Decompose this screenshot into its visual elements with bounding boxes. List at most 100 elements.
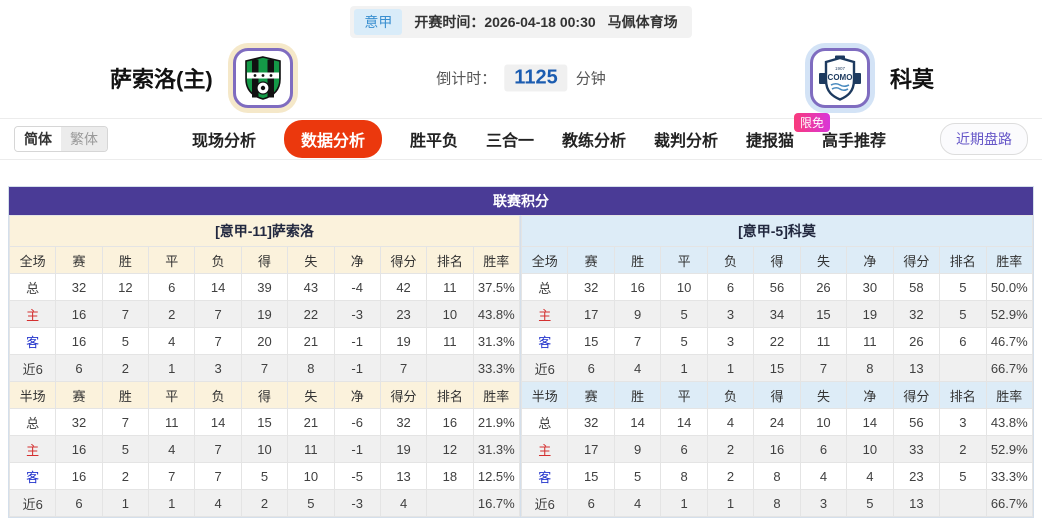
stat-cell: 4 (148, 327, 196, 355)
column-header: 得分 (892, 381, 941, 409)
lang-simplified[interactable]: 简体 (15, 127, 61, 151)
stat-cell: 16 (55, 435, 103, 463)
away-table-header: [意甲-5]科莫 (521, 215, 1033, 247)
stat-cell: 2 (939, 435, 987, 463)
stat-cell: 23 (379, 300, 428, 328)
stat-cell: 12 (101, 273, 150, 301)
nav-item-2[interactable]: 胜平负 (409, 133, 458, 150)
stat-cell: 56 (892, 408, 941, 436)
stat-cell: 7 (240, 354, 289, 382)
column-header: 负 (194, 381, 242, 409)
column-header: 赛 (55, 381, 103, 409)
top-bar: 意甲 开赛时间：2026-04-18 00:30 马佩体育场 (0, 0, 1042, 38)
stat-cell: 15 (567, 462, 615, 490)
stat-cell: 14 (194, 408, 242, 436)
stat-cell: 5 (240, 462, 289, 490)
league-standings-panel: 联赛积分 [意甲-11]萨索洛 全场赛胜平负得失净得分 排名 胜率总 32 12 6 14 39… (8, 186, 1034, 518)
stat-cell: 7 (799, 354, 848, 382)
countdown-label: 倒计时： (436, 70, 497, 88)
recent-trends-button[interactable]: 近期盘路 (940, 123, 1028, 155)
nav-item-5[interactable]: 裁判分析 (653, 133, 718, 150)
column-header: 净 (846, 381, 894, 409)
stat-cell: 15 (799, 300, 848, 328)
stat-cell: 2 (101, 354, 150, 382)
stat-cell: 6 (567, 489, 615, 517)
column-header: 全场 (8, 246, 57, 274)
stat-cell: 34 (753, 300, 801, 328)
stat-cell: 16 (55, 327, 103, 355)
league-badge[interactable]: 意甲 (354, 9, 403, 35)
stat-cell: 16 (753, 435, 801, 463)
sassuolo-crest-icon (244, 56, 281, 100)
stat-cell: 7 (194, 300, 242, 328)
stat-cell: 15 (753, 354, 801, 382)
nav-item-4[interactable]: 教练分析 (561, 133, 626, 150)
stat-cell: 30 (846, 273, 894, 301)
stat-cell: 18 (426, 462, 474, 490)
stat-cell: 6 (148, 273, 196, 301)
column-header: 排名 (426, 246, 474, 274)
table-row: 总 32 12 6 14 39 43 -4 42 11 37.5% (8, 273, 521, 301)
table-row: 主 17 9 5 3 34 15 19 32 5 52.9% (520, 300, 1034, 328)
lang-traditional[interactable]: 繁体 (61, 127, 107, 151)
stat-cell: 9 (613, 300, 662, 328)
table-row: 近6 6 2 1 3 7 8 -1 7 33.3% (8, 354, 521, 382)
stat-cell: 14 (613, 408, 662, 436)
stat-cell: 19 (379, 435, 428, 463)
stat-cell: 7 (379, 354, 428, 382)
stat-cell: 22 (753, 327, 801, 355)
column-header: 失 (799, 246, 848, 274)
stat-cell: 16 (55, 300, 103, 328)
column-header: 负 (706, 246, 755, 274)
column-header: 胜 (613, 381, 662, 409)
stat-cell (939, 489, 987, 517)
stat-cell: 50.0% (985, 273, 1034, 301)
table-row: 总 32 7 11 14 15 21 -6 32 16 21.9% (8, 408, 521, 436)
column-header: 胜率 (472, 381, 521, 409)
nav-item-1[interactable]: 数据分析 (283, 120, 382, 158)
stat-cell: 5 (846, 489, 894, 517)
stat-cell: 23 (892, 462, 941, 490)
stat-cell: 4 (613, 489, 662, 517)
column-header: 胜 (101, 381, 150, 409)
stat-cell: 15 (567, 327, 615, 355)
stat-cell: 8 (287, 354, 335, 382)
nav-item-6[interactable]: 捷报猫 限免 (746, 113, 830, 151)
stat-cell: 19 (379, 327, 428, 355)
stat-cell: 32 (567, 408, 615, 436)
column-header: 赛 (567, 381, 615, 409)
free-badge: 限免 (793, 113, 830, 132)
stat-cell: 6 (799, 435, 848, 463)
row-label: 总 (8, 408, 57, 436)
stat-cell: 16.7% (472, 489, 521, 517)
column-header: 负 (194, 246, 242, 274)
row-label: 客 (8, 327, 57, 355)
stat-cell: 43.8% (472, 300, 521, 328)
row-label: 客 (520, 462, 569, 490)
stat-cell: 1 (706, 489, 755, 517)
stat-cell: 3 (706, 327, 755, 355)
nav-item-0[interactable]: 现场分析 (191, 133, 256, 150)
row-label: 客 (520, 327, 569, 355)
table-row: 客 16 2 7 7 5 10 -5 13 18 12.5% (8, 462, 521, 490)
stat-cell: 26 (799, 273, 848, 301)
table-row: 客 15 5 8 2 8 4 4 23 5 33.3% (520, 462, 1034, 490)
nav-item-7[interactable]: 高手推荐 (821, 133, 886, 150)
column-header: 胜率 (472, 246, 521, 274)
stat-cell: 16 (426, 408, 474, 436)
stat-cell: -5 (333, 462, 381, 490)
stat-cell: 33.3% (472, 354, 521, 382)
row-label: 客 (8, 462, 57, 490)
stat-cell: 7 (194, 462, 242, 490)
stat-cell: 3 (194, 354, 242, 382)
stat-cell: 5 (939, 300, 987, 328)
stat-cell: 14 (660, 408, 708, 436)
stat-cell: 4 (846, 462, 894, 490)
stat-cell: 42 (379, 273, 428, 301)
stat-cell: 17 (567, 300, 615, 328)
stat-cell: 32 (55, 408, 103, 436)
stat-cell: 26 (892, 327, 941, 355)
row-label: 主 (8, 300, 57, 328)
nav-item-3[interactable]: 三合一 (485, 133, 534, 150)
away-standings: [意甲-5]科莫 全场赛胜平负得失净得分 排名 胜率总 32 16 10 6 56 26 30 58 5… (520, 215, 1034, 517)
